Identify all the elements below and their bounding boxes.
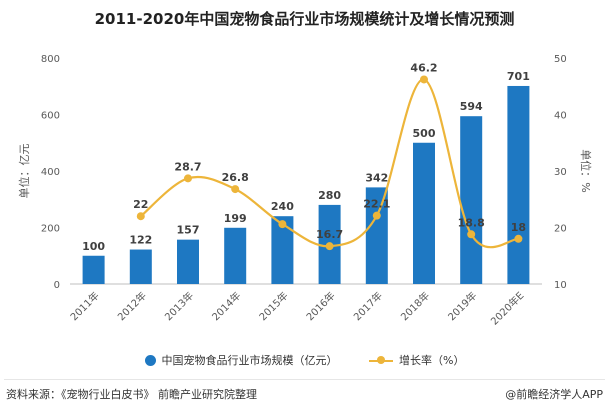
bar-value-label: 280 [318, 189, 341, 202]
y-right-tick-label: 10 [554, 280, 567, 291]
x-tick-label: 2017年 [351, 289, 385, 323]
legend-label-market-size: 中国宠物食品行业市场规模（亿元） [161, 354, 338, 367]
growth-value-label: 16.7 [316, 228, 343, 241]
y-left-tick-label: 0 [54, 280, 60, 291]
bar [224, 227, 247, 284]
y-right-axis-title: 单位：% [579, 149, 593, 192]
x-tick-label: 2013年 [162, 289, 196, 323]
x-tick-label: 2015年 [256, 289, 290, 323]
growth-value-label: 22 [133, 198, 148, 211]
bar [82, 255, 105, 284]
y-right-tick-label: 40 [554, 111, 567, 122]
growth-rate-line [140, 78, 519, 249]
bar-value-label: 342 [365, 171, 388, 184]
bar-value-label: 199 [224, 212, 247, 225]
y-right-tick-label: 30 [554, 167, 567, 178]
bar-value-label: 157 [177, 224, 200, 237]
bar [460, 116, 483, 284]
y-left-tick-label: 800 [41, 54, 60, 65]
legend-bar-swatch [144, 354, 156, 366]
growth-value-label: 28.7 [174, 160, 201, 173]
growth-point [372, 211, 381, 220]
legend-item-growth-rate: 增长率（%） [369, 352, 464, 368]
legend: 中国宠物食品行业市场规模（亿元） 增长率（%） [0, 352, 609, 369]
growth-point [420, 75, 428, 84]
growth-point [231, 185, 240, 194]
bar [271, 216, 294, 284]
x-tick-label: 2020年E [488, 289, 527, 328]
legend-line-swatch [369, 355, 394, 366]
growth-value-label: 22.1 [363, 198, 390, 211]
bar [507, 85, 530, 284]
bar-value-label: 500 [413, 127, 436, 140]
x-tick-label: 2016年 [303, 289, 337, 323]
legend-item-market-size: 中国宠物食品行业市场规模（亿元） [144, 352, 338, 368]
x-tick-label: 2014年 [209, 289, 243, 323]
bar-value-label: 701 [507, 70, 530, 83]
y-right-tick-label: 50 [554, 54, 567, 65]
source-note: 资料来源：《宠物行业白皮书》 前瞻产业研究院整理 [6, 388, 257, 401]
growth-point [278, 220, 287, 229]
growth-value-label: 18.8 [458, 216, 485, 229]
growth-value-label: 46.2 [410, 61, 437, 74]
y-right-tick-label: 20 [554, 224, 567, 235]
bar-value-label: 594 [460, 100, 483, 113]
growth-value-label: 18 [511, 221, 526, 234]
y-left-axis-title: 单位：亿元 [17, 144, 31, 199]
bar-value-label: 122 [129, 234, 152, 247]
bar [177, 239, 199, 284]
growth-point [325, 242, 334, 251]
growth-point [514, 234, 523, 243]
footer: 资料来源：《宠物行业白皮书》 前瞻产业研究院整理 @前瞻经济学人APP [0, 379, 609, 413]
growth-point [136, 212, 145, 221]
bar [365, 187, 388, 284]
x-tick-label: 2018年 [398, 289, 432, 323]
growth-point [467, 230, 476, 239]
y-left-tick-label: 200 [41, 224, 60, 235]
bar [129, 249, 152, 284]
y-left-tick-label: 600 [41, 111, 60, 122]
x-tick-label: 2012年 [115, 289, 149, 323]
x-tick-label: 2011年 [67, 289, 101, 323]
y-left-tick-label: 400 [41, 167, 60, 178]
legend-label-growth-rate: 增长率（%） [399, 354, 465, 367]
x-tick-label: 2019年 [445, 289, 479, 323]
bar-value-label: 240 [271, 200, 294, 213]
chart-title: 2011-2020年中国宠物食品行业市场规模统计及增长情况预测 [94, 10, 515, 28]
bar [413, 142, 435, 284]
brand-credit: @前瞻经济学人APP [505, 388, 603, 401]
growth-value-label: 26.8 [222, 171, 249, 184]
growth-point [184, 174, 192, 183]
bar-value-label: 100 [82, 240, 105, 253]
